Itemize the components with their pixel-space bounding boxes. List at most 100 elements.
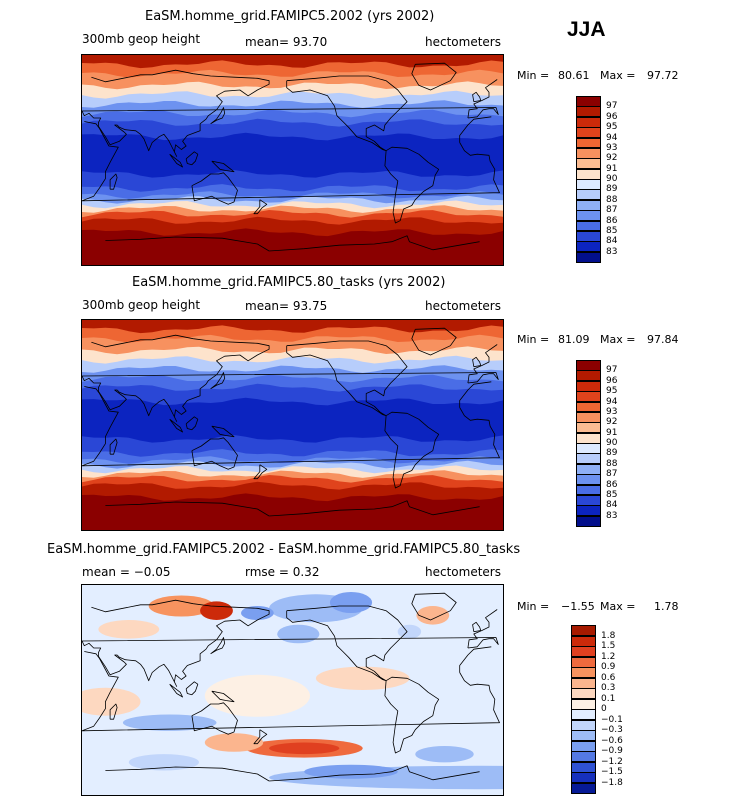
colorbar-swatch xyxy=(576,401,601,413)
panel-3-min-label: Min = xyxy=(517,600,550,613)
coast-south-america xyxy=(384,146,440,224)
panel-1-min-value: 80.61 xyxy=(558,69,590,82)
panel-2-units-label: hectometers xyxy=(425,299,501,313)
colorbar-swatch xyxy=(571,625,596,636)
panel-2-max-value: 97.84 xyxy=(647,333,679,346)
colorbar-tick-label: 92 xyxy=(606,417,618,428)
panel-3-title: EaSM.homme_grid.FAMIPC5.2002 - EaSM.homm… xyxy=(47,542,521,557)
colorbar-swatch xyxy=(576,210,601,221)
panel-3-max-value: 1.78 xyxy=(654,600,679,613)
colorbar-tick-label: 1.2 xyxy=(601,651,616,662)
colorbar-swatch xyxy=(571,761,596,773)
coast-eurasia xyxy=(82,69,499,157)
anomaly-region xyxy=(204,733,264,752)
coast-new-guinea xyxy=(211,425,235,438)
colorbar-tick-label: 0 xyxy=(601,704,607,714)
coast-north-america xyxy=(286,605,408,682)
colorbar-tick-label: 0.1 xyxy=(601,693,616,704)
anomaly-region xyxy=(148,595,215,617)
coast-south-america xyxy=(384,676,440,754)
colorbar-swatch xyxy=(571,730,596,741)
coast-madagascar xyxy=(109,438,118,455)
colorbar-tick-label: 0.9 xyxy=(601,662,616,672)
coast-japan xyxy=(210,637,226,655)
colorbar-swatch xyxy=(576,515,601,527)
colorbar-tick-label: 97 xyxy=(606,365,618,376)
coast-madagascar xyxy=(109,703,118,720)
panel-2-min-label: Min = xyxy=(517,333,550,346)
panel-1-variable-label: 300mb geop height xyxy=(82,32,201,46)
colorbar-swatch xyxy=(571,635,596,647)
colorbar-swatch xyxy=(576,116,601,128)
colorbar-swatch xyxy=(576,241,601,253)
coast-sumatra xyxy=(169,153,183,168)
panel-3-min-value: −1.55 xyxy=(561,600,595,613)
panel-1-max-label: Max = xyxy=(600,69,636,82)
anomaly-region xyxy=(304,764,398,779)
colorbar-swatch xyxy=(576,137,601,149)
anomaly-region xyxy=(128,754,199,771)
colorbar-tick-label: 89 xyxy=(606,448,618,459)
anomaly-region xyxy=(241,606,274,620)
coast-greenland xyxy=(411,62,457,91)
colorbar-tick-label: 86 xyxy=(606,479,618,490)
colorbar-tick-label: −0.6 xyxy=(601,735,623,746)
season-label: JJA xyxy=(567,18,606,41)
coast-madagascar xyxy=(109,173,118,190)
colorbar-swatch xyxy=(576,189,601,201)
colorbar-swatch xyxy=(576,505,601,517)
panel-2-mean-label: mean= 93.75 xyxy=(245,299,328,313)
coast-new-zealand xyxy=(253,199,268,215)
anomaly-region xyxy=(122,714,217,731)
coast-north-america xyxy=(286,75,408,152)
panel-3-rmse-label: rmse = 0.32 xyxy=(245,565,320,579)
colorbar-tick-label: 87 xyxy=(606,469,618,480)
anomaly-region xyxy=(329,592,373,613)
coast-sumatra xyxy=(169,683,183,698)
colorbar-swatch xyxy=(576,199,601,211)
colorbar-swatch xyxy=(576,230,601,242)
colorbar-tick-label: −0.3 xyxy=(601,725,623,735)
colorbar-tick-label: 91 xyxy=(606,163,618,174)
colorbar-tick-label: 85 xyxy=(606,225,618,236)
anomaly-region xyxy=(82,687,141,716)
anomaly-region xyxy=(277,624,320,644)
colorbar-swatch xyxy=(571,782,596,794)
colorbar-swatch xyxy=(571,709,596,720)
anomaly-region xyxy=(315,666,410,690)
colorbar-tick-label: 89 xyxy=(606,184,618,195)
colorbar-swatch xyxy=(576,179,601,190)
colorbar-swatch xyxy=(576,220,601,232)
coast-north-america xyxy=(286,340,408,417)
colorbar-tick-label: 83 xyxy=(606,246,618,257)
colorbar-swatch xyxy=(576,360,601,371)
coast-eurasia xyxy=(82,599,499,687)
colorbar-swatch xyxy=(576,463,601,475)
coast-borneo xyxy=(185,681,199,696)
colorbar-swatch xyxy=(576,380,601,392)
anomaly-region xyxy=(98,620,160,639)
colorbar-swatch xyxy=(571,719,596,731)
colorbar-tick-label: 95 xyxy=(606,122,618,133)
colorbar-tick-label: −1.5 xyxy=(601,767,623,777)
colorbar-tick-label: 91 xyxy=(606,427,618,438)
panel-1-map xyxy=(81,54,504,266)
colorbar-swatch xyxy=(576,370,601,382)
coast-africa xyxy=(82,116,500,202)
colorbar-tick-label: 87 xyxy=(606,205,618,216)
colorbar-swatch xyxy=(576,127,601,138)
panel-1-mean-label: mean= 93.70 xyxy=(245,35,328,49)
panel-3-max-label: Max = xyxy=(600,600,636,613)
panel-1-units-label: hectometers xyxy=(425,35,501,49)
panel-2-title: EaSM.homme_grid.FAMIPC5.80_tasks (yrs 20… xyxy=(132,275,446,290)
colorbar-swatch xyxy=(576,411,601,423)
colorbar-tick-label: 1.5 xyxy=(601,641,616,651)
coast-japan xyxy=(210,107,226,125)
colorbar-swatch xyxy=(576,494,601,506)
colorbar-tick-label: 86 xyxy=(606,215,618,226)
coast-uk xyxy=(472,621,482,633)
colorbar-tick-label: 0.3 xyxy=(601,683,616,693)
colorbar-tick-label: 84 xyxy=(606,236,618,247)
coast-borneo xyxy=(185,151,199,166)
colorbar-swatch xyxy=(576,453,601,465)
